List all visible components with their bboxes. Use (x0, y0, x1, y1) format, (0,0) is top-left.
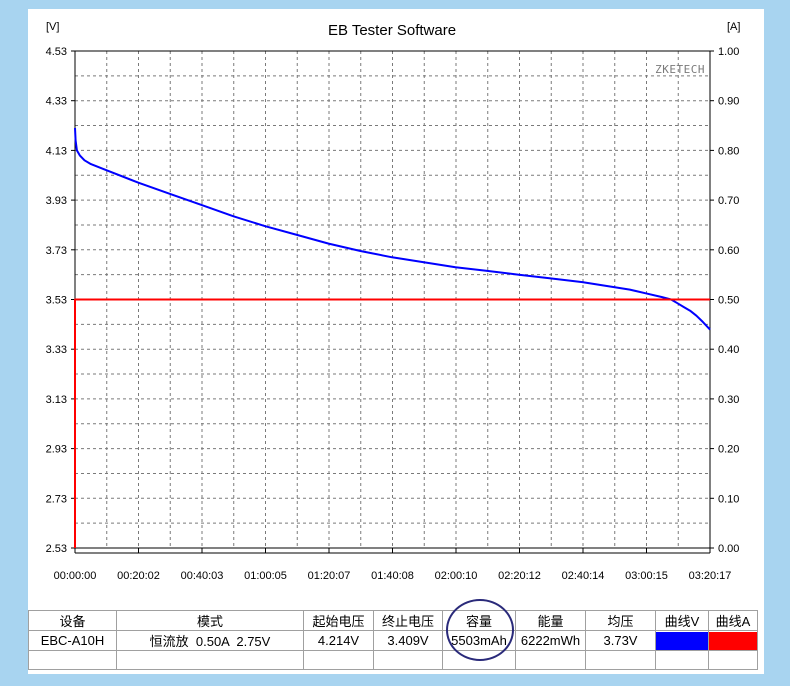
left-tick-label: 4.13 (46, 145, 67, 157)
start-voltage-value: 4.214V (303, 630, 374, 651)
left-tick-label: 4.33 (46, 96, 67, 108)
left-tick-label: 3.73 (46, 245, 67, 257)
summary-table: 设备 模式 起始电压 终止电压 容量 能量 均压 曲线V 曲线A EBC-A10… (28, 610, 758, 670)
empty-cell (708, 650, 758, 670)
right-tick-label: 0.80 (718, 145, 739, 157)
left-axis-unit: [V] (46, 21, 59, 33)
right-tick-label: 0.90 (718, 96, 739, 108)
right-tick-label: 0.70 (718, 195, 739, 207)
empty-cell (373, 650, 443, 670)
left-tick-label: 2.93 (46, 444, 67, 456)
empty-cell (116, 650, 304, 670)
left-tick-label: 2.73 (46, 493, 67, 505)
empty-cell (442, 650, 516, 670)
right-tick-label: 0.00 (718, 543, 739, 555)
left-tick-label: 3.93 (46, 195, 67, 207)
right-tick-label: 0.30 (718, 394, 739, 406)
summary-empty-row (28, 650, 758, 670)
right-tick-label: 0.50 (718, 295, 739, 307)
right-tick-label: 0.10 (718, 493, 739, 505)
summary-data-row: EBC-A10H 恒流放 0.50A 2.75V 4.214V 3.409V 5… (28, 630, 758, 651)
x-tick-label: 02:40:14 (562, 570, 605, 582)
empty-cell (303, 650, 374, 670)
device-value: EBC-A10H (28, 630, 117, 651)
header-start-voltage: 起始电压 (303, 610, 374, 631)
x-tick-label: 01:20:07 (308, 570, 351, 582)
curve-a-color-swatch[interactable] (709, 631, 757, 650)
left-tick-label: 4.53 (46, 46, 67, 58)
left-tick-label: 3.33 (46, 344, 67, 356)
header-energy: 能量 (515, 610, 586, 631)
curve-v-color-swatch[interactable] (656, 631, 708, 650)
empty-cell (585, 650, 656, 670)
x-tick-label: 02:20:12 (498, 570, 541, 582)
header-device: 设备 (28, 610, 117, 631)
header-avg-voltage: 均压 (585, 610, 656, 631)
current-series-line (74, 298, 710, 548)
right-tick-label: 0.40 (718, 344, 739, 356)
voltage-series-line (74, 127, 711, 331)
header-curve-a: 曲线A (708, 610, 758, 631)
summary-header-row: 设备 模式 起始电压 终止电压 容量 能量 均压 曲线V 曲线A (28, 610, 758, 631)
left-tick-label: 3.53 (46, 295, 67, 307)
right-axis-unit: [A] (727, 21, 740, 33)
curve-v-swatch-cell[interactable] (655, 630, 709, 651)
curve-a-swatch-cell[interactable] (708, 630, 758, 651)
x-tick-label: 01:40:08 (371, 570, 414, 582)
left-tick-label: 3.13 (46, 394, 67, 406)
chart: EB Tester Software [V] [A] ZKETECH 2.532… (46, 21, 741, 582)
header-curve-v: 曲线V (655, 610, 709, 631)
x-tick-label: 00:20:02 (117, 570, 160, 582)
right-tick-label: 0.20 (718, 444, 739, 456)
right-tick-label: 0.60 (718, 245, 739, 257)
chart-title: EB Tester Software (328, 22, 456, 39)
x-tick-label: 00:00:00 (54, 570, 97, 582)
plot-area: 2.53 2.73 2.93 3.13 3.33 3.53 3.73 3.93 4.13 4.33… (46, 46, 740, 582)
empty-cell (515, 650, 586, 670)
x-tick-label: 00:40:03 (181, 570, 224, 582)
x-tick-label: 02:00:10 (435, 570, 478, 582)
x-tick-label: 03:20:17 (689, 570, 732, 582)
header-end-voltage: 终止电压 (373, 610, 443, 631)
energy-value: 6222mWh (515, 630, 586, 651)
x-tick-label: 01:00:05 (244, 570, 287, 582)
header-mode: 模式 (116, 610, 304, 631)
avg-voltage-value: 3.73V (585, 630, 656, 651)
left-tick-label: 2.53 (46, 543, 67, 555)
empty-cell (28, 650, 117, 670)
mode-value: 恒流放 0.50A 2.75V (116, 630, 304, 651)
header-capacity: 容量 (442, 610, 516, 631)
x-tick-label: 03:00:15 (625, 570, 668, 582)
chart-frame (28, 9, 764, 674)
brand-watermark: ZKETECH (655, 63, 705, 76)
right-tick-label: 1.00 (718, 46, 739, 58)
end-voltage-value: 3.409V (373, 630, 443, 651)
capacity-value: 5503mAh (442, 630, 516, 651)
empty-cell (655, 650, 709, 670)
